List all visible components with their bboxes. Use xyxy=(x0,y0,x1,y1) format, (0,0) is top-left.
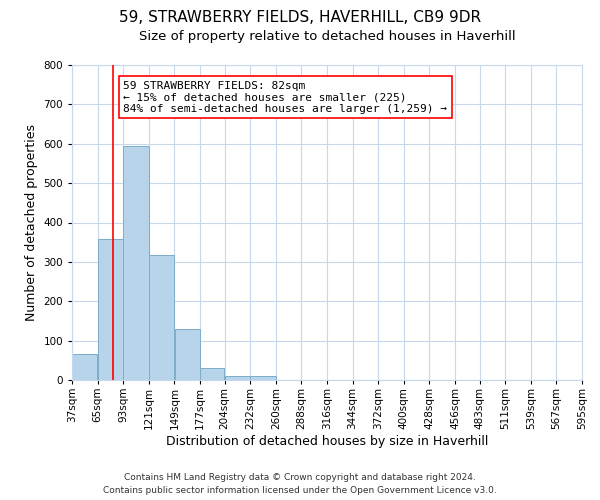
Y-axis label: Number of detached properties: Number of detached properties xyxy=(25,124,38,321)
Text: Contains HM Land Registry data © Crown copyright and database right 2024.
Contai: Contains HM Land Registry data © Crown c… xyxy=(103,474,497,495)
Bar xyxy=(200,368,224,380)
Text: 59 STRAWBERRY FIELDS: 82sqm
← 15% of detached houses are smaller (225)
84% of se: 59 STRAWBERRY FIELDS: 82sqm ← 15% of det… xyxy=(123,80,447,114)
Bar xyxy=(175,329,200,380)
Bar xyxy=(250,376,275,380)
Bar xyxy=(149,255,174,380)
Bar xyxy=(225,376,250,380)
Title: Size of property relative to detached houses in Haverhill: Size of property relative to detached ho… xyxy=(139,30,515,43)
Bar xyxy=(98,240,123,380)
Bar xyxy=(124,146,149,380)
Text: 59, STRAWBERRY FIELDS, HAVERHILL, CB9 9DR: 59, STRAWBERRY FIELDS, HAVERHILL, CB9 9D… xyxy=(119,10,481,25)
X-axis label: Distribution of detached houses by size in Haverhill: Distribution of detached houses by size … xyxy=(166,434,488,448)
Bar xyxy=(72,354,97,380)
